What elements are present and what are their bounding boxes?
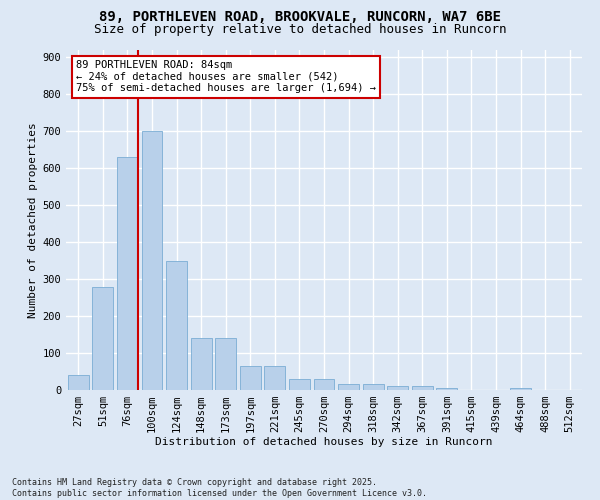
Title: 89, PORTHLEVEN ROAD, BROOKVALE, RUNCORN, WA7 6BE
Size of property relative to de: 89, PORTHLEVEN ROAD, BROOKVALE, RUNCORN,… <box>0 499 1 500</box>
Bar <box>510 388 531 390</box>
Bar <box>92 286 113 390</box>
Bar <box>387 386 408 390</box>
Bar <box>289 379 310 390</box>
Bar <box>117 157 138 390</box>
Bar <box>142 132 163 390</box>
Bar <box>265 366 286 390</box>
Text: 89, PORTHLEVEN ROAD, BROOKVALE, RUNCORN, WA7 6BE: 89, PORTHLEVEN ROAD, BROOKVALE, RUNCORN,… <box>99 10 501 24</box>
Y-axis label: Number of detached properties: Number of detached properties <box>28 122 38 318</box>
X-axis label: Distribution of detached houses by size in Runcorn: Distribution of detached houses by size … <box>155 436 493 446</box>
Bar <box>215 338 236 390</box>
Bar <box>68 375 89 390</box>
Bar <box>362 384 383 390</box>
Text: Size of property relative to detached houses in Runcorn: Size of property relative to detached ho… <box>94 22 506 36</box>
Bar <box>191 338 212 390</box>
Bar <box>166 260 187 390</box>
Bar <box>240 366 261 390</box>
Bar <box>436 388 457 390</box>
Bar <box>314 379 334 390</box>
Text: 89 PORTHLEVEN ROAD: 84sqm
← 24% of detached houses are smaller (542)
75% of semi: 89 PORTHLEVEN ROAD: 84sqm ← 24% of detac… <box>76 60 376 94</box>
Bar <box>338 384 359 390</box>
Text: Contains HM Land Registry data © Crown copyright and database right 2025.
Contai: Contains HM Land Registry data © Crown c… <box>12 478 427 498</box>
Bar <box>412 386 433 390</box>
